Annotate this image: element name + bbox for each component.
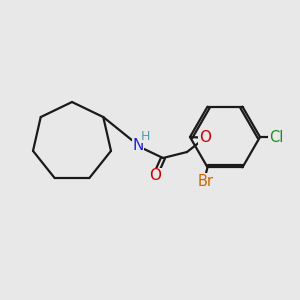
- Text: O: O: [199, 130, 211, 146]
- Text: O: O: [149, 169, 161, 184]
- Text: H: H: [140, 130, 150, 142]
- Text: Cl: Cl: [269, 130, 283, 145]
- Text: Br: Br: [197, 174, 214, 189]
- Text: N: N: [132, 137, 144, 152]
